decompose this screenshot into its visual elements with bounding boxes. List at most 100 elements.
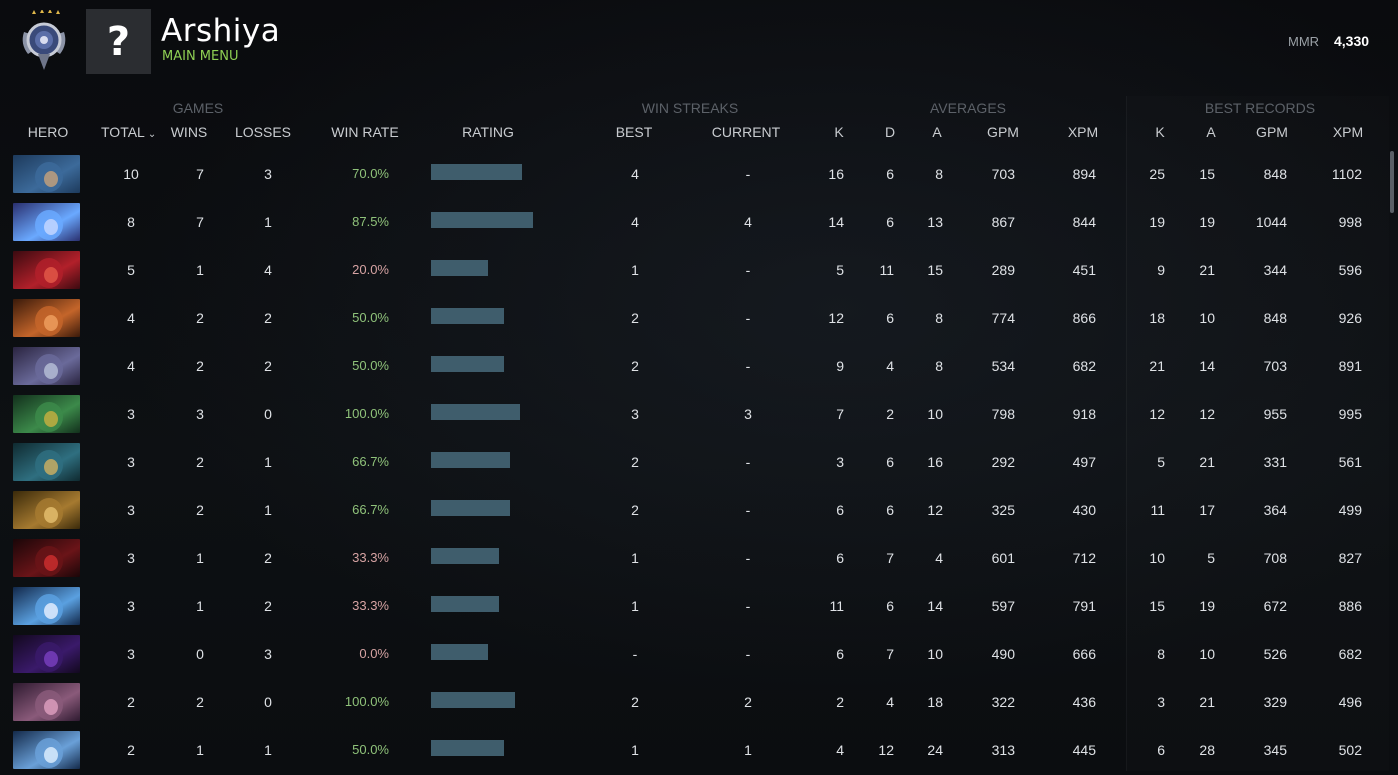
avg-kills-cell: 12 <box>828 310 844 326</box>
avg-gpm-cell: 798 <box>991 406 1015 422</box>
avg-xpm-cell: 791 <box>1072 598 1096 614</box>
hero-portrait-pink-rogue-icon[interactable] <box>13 683 80 721</box>
hero-portrait-ice-crystal-icon[interactable] <box>13 731 80 769</box>
column-header-avg-gpm[interactable]: GPM <box>987 124 1019 140</box>
record-assists-cell: 21 <box>1199 262 1215 278</box>
scrollbar-thumb[interactable] <box>1390 151 1394 213</box>
record-xpm-cell: 891 <box>1338 358 1362 374</box>
record-gpm-cell: 329 <box>1263 694 1287 710</box>
table-row[interactable]: 5 1 4 20.0% 1 - 5 11 15 289 451 9 21 344 596 <box>0 246 1390 294</box>
losses-cell: 1 <box>264 742 272 758</box>
column-header-hero[interactable]: HERO <box>27 124 69 140</box>
hero-portrait-green-gorgon-icon[interactable] <box>13 395 80 433</box>
hero-portrait-blue-hooded-icon[interactable] <box>13 155 80 193</box>
column-header-wins[interactable]: WINS <box>170 124 208 140</box>
avg-xpm-cell: 430 <box>1072 502 1096 518</box>
table-row[interactable]: 3 1 2 33.3% 1 - 6 7 4 601 712 10 5 708 827 <box>0 534 1390 582</box>
table-row[interactable]: 2 2 0 100.0% 2 2 2 4 18 322 436 3 21 329 496 <box>0 678 1390 726</box>
losses-cell: 3 <box>264 646 272 662</box>
best-streak-cell: 4 <box>631 214 639 230</box>
avg-xpm-cell: 894 <box>1072 166 1096 182</box>
record-kills-cell: 18 <box>1149 310 1165 326</box>
best-streak-cell: 2 <box>631 502 639 518</box>
hero-portrait-orange-warrior-icon[interactable] <box>13 299 80 337</box>
column-header-best-streak[interactable]: BEST <box>615 124 653 140</box>
column-header-current-streak[interactable]: CURRENT <box>711 124 781 140</box>
hero-portrait-void-shadow-icon[interactable] <box>13 635 80 673</box>
record-gpm-cell: 848 <box>1263 310 1287 326</box>
win-rate-cell: 33.3% <box>352 598 389 613</box>
table-row[interactable]: 2 1 1 50.0% 1 1 4 12 24 313 445 6 28 345 502 <box>0 726 1390 774</box>
column-header-record-gpm[interactable]: GPM <box>1256 124 1288 140</box>
table-row[interactable]: 3 0 3 0.0% - - 6 7 10 490 666 8 10 526 682 <box>0 630 1390 678</box>
record-assists-cell: 19 <box>1199 598 1215 614</box>
best-streak-cell: 2 <box>631 694 639 710</box>
avg-kills-cell: 11 <box>829 598 844 614</box>
hero-portrait-teal-mage-icon[interactable] <box>13 443 80 481</box>
scrollbar-track[interactable] <box>1390 150 1394 770</box>
avg-gpm-cell: 289 <box>991 262 1015 278</box>
avg-xpm-cell: 682 <box>1072 358 1096 374</box>
avg-kills-cell: 4 <box>836 742 844 758</box>
group-header-win-streaks: WIN STREAKS <box>641 100 739 116</box>
table-row[interactable]: 3 1 2 33.3% 1 - 11 6 14 597 791 15 19 672 886 <box>0 582 1390 630</box>
table-row[interactable]: 3 2 1 66.7% 2 - 6 6 12 325 430 11 17 364 499 <box>0 486 1390 534</box>
column-header-record-assists[interactable]: A <box>1206 124 1216 140</box>
main-menu-link[interactable]: MAIN MENU <box>162 49 239 64</box>
hero-portrait-storm-elder-icon[interactable] <box>13 587 80 625</box>
record-assists-cell: 14 <box>1199 358 1215 374</box>
record-xpm-cell: 886 <box>1338 598 1362 614</box>
total-games-cell: 3 <box>127 646 135 662</box>
avg-assists-cell: 24 <box>927 742 943 758</box>
table-row[interactable]: 3 3 0 100.0% 3 3 7 2 10 798 918 12 12 955 995 <box>0 390 1390 438</box>
avatar[interactable]: ? <box>86 9 151 74</box>
avg-deaths-cell: 6 <box>886 310 894 326</box>
group-header-games: GAMES <box>172 100 224 116</box>
hero-portrait-golden-beast-icon[interactable] <box>13 491 80 529</box>
column-header-win-rate[interactable]: WIN RATE <box>331 124 399 140</box>
avg-gpm-cell: 867 <box>991 214 1015 230</box>
avg-kills-cell: 6 <box>836 550 844 566</box>
hero-portrait-purple-creature-icon[interactable] <box>13 347 80 385</box>
group-header-best-records: BEST RECORDS <box>1204 100 1316 116</box>
group-header-averages: AVERAGES <box>930 100 1006 116</box>
avg-assists-cell: 4 <box>935 550 943 566</box>
table-row[interactable]: 10 7 3 70.0% 4 - 16 6 8 703 894 25 15 848 1102 <box>0 150 1390 198</box>
hero-portrait-red-demon-icon[interactable] <box>13 251 80 289</box>
rating-bar <box>431 308 504 324</box>
column-header-avg-kills[interactable]: K <box>834 124 844 140</box>
column-header-record-kills[interactable]: K <box>1155 124 1165 140</box>
avg-xpm-cell: 436 <box>1072 694 1096 710</box>
win-rate-cell: 20.0% <box>352 262 389 277</box>
table-row[interactable]: 3 2 1 66.7% 2-3 6 16 292 497 5 21 331 561 <box>0 438 1390 486</box>
hero-portrait-arcane-orb-icon[interactable] <box>13 203 80 241</box>
column-header-losses[interactable]: LOSSES <box>234 124 292 140</box>
losses-cell: 1 <box>264 454 272 470</box>
table-row[interactable]: 4 2 2 50.0% 2 - 12 6 8 774 866 18 10 848 926 <box>0 294 1390 342</box>
column-header-avg-assists[interactable]: A <box>932 124 942 140</box>
column-header-record-xpm[interactable]: XPM <box>1332 124 1364 140</box>
total-games-cell: 2 <box>127 694 135 710</box>
record-kills-cell: 11 <box>1150 502 1165 518</box>
total-games-cell: 8 <box>127 214 135 230</box>
record-gpm-cell: 344 <box>1263 262 1287 278</box>
column-header-avg-deaths[interactable]: D <box>884 124 896 140</box>
total-games-cell: 5 <box>127 262 135 278</box>
column-header-rating[interactable]: RATING <box>462 124 514 140</box>
record-xpm-cell: 499 <box>1338 502 1362 518</box>
avg-assists-cell: 12 <box>927 502 943 518</box>
win-rate-cell: 66.7% <box>352 502 389 517</box>
avg-deaths-cell: 11 <box>879 262 894 278</box>
avg-xpm-cell: 666 <box>1072 646 1096 662</box>
wins-cell: 1 <box>196 742 204 758</box>
wins-cell: 1 <box>196 598 204 614</box>
table-row[interactable]: 8 7 1 87.5% 4 4 14 6 13 867 844 19 19 1044 998 <box>0 198 1390 246</box>
hero-portrait-dark-knight-icon[interactable] <box>13 539 80 577</box>
record-xpm-cell: 496 <box>1338 694 1362 710</box>
column-header-avg-xpm[interactable]: XPM <box>1067 124 1099 140</box>
table-row[interactable]: 4 2 2 50.0% 2 - 9 4 8 534 682 21 14 703 891 <box>0 342 1390 390</box>
mmr-label: MMR <box>1288 34 1320 49</box>
column-header-total[interactable]: TOTAL ⌄ <box>101 124 156 140</box>
losses-cell: 2 <box>264 358 272 374</box>
record-xpm-cell: 561 <box>1338 454 1362 470</box>
